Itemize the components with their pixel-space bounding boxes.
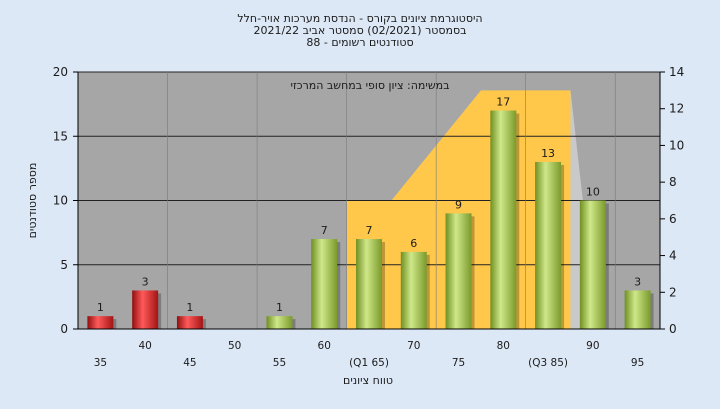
- y-left-tick-label: 20: [53, 65, 68, 79]
- y-left-tick-label: 10: [53, 194, 68, 208]
- y-left-tick-label: 0: [60, 322, 68, 336]
- axes: 0 5 10 15 20 0 2 4 6 8 10 12 14 35 40 45 50 55 60 (Q1 65) 70…: [53, 65, 685, 369]
- chart-title-line: סטודנטים רשומים - 88: [306, 36, 413, 49]
- y-right-tick-label: 12: [669, 102, 684, 116]
- x-tick-label: 50: [228, 340, 241, 352]
- chart-title-line: היסטוגרמת ציונים בקורס - הנדסת מערכות או…: [237, 12, 482, 25]
- bar-value-label: 6: [410, 237, 417, 250]
- x-tick-label: 90: [586, 340, 599, 352]
- bar-value-label: 3: [634, 275, 641, 288]
- bar-value-label: 1: [186, 301, 193, 314]
- bar: [87, 316, 114, 329]
- x-tick-label: 55: [273, 357, 286, 369]
- bar-value-label: 10: [586, 186, 600, 199]
- bar: [400, 251, 427, 329]
- y-right-tick-label: 6: [669, 212, 677, 226]
- y-left-tick-label: 5: [60, 258, 68, 272]
- y-right-tick-label: 10: [669, 138, 684, 152]
- x-tick-label: 40: [138, 340, 151, 352]
- x-tick-label: 75: [452, 357, 465, 369]
- bar: [311, 239, 338, 329]
- bar: [535, 161, 562, 329]
- x-tick-label: 45: [183, 357, 196, 369]
- bar-value-label: 1: [276, 301, 283, 314]
- bar-value-label: 7: [321, 224, 328, 237]
- bar-value-label: 1: [97, 301, 104, 314]
- bar: [266, 316, 293, 329]
- bar: [579, 200, 606, 329]
- y-right-tick-label: 8: [669, 175, 677, 189]
- bar: [356, 239, 382, 329]
- x-tick-label: (Q1 65): [349, 357, 389, 369]
- bar: [176, 316, 203, 329]
- y-axis-label: מספר סטודנטים: [26, 163, 39, 239]
- bar: [624, 290, 651, 329]
- y-right-tick-label: 4: [669, 249, 677, 263]
- y-left-tick-label: 15: [53, 129, 68, 143]
- y-right-tick-label: 2: [669, 285, 677, 299]
- bar-value-label: 7: [366, 224, 373, 237]
- x-axis-label: טווח ציונים: [343, 374, 393, 387]
- chart-annotation: במשימה: ציון סופי במחשב המרכזי: [290, 79, 449, 92]
- x-tick-label: 95: [631, 357, 644, 369]
- x-tick-label: 80: [497, 340, 510, 352]
- chart-title-line: בסמסטר (02/2021) סמסטר אביב 2021/22: [253, 24, 466, 37]
- chart-title: היסטוגרמת ציונים בקורס - הנדסת מערכות או…: [237, 12, 482, 49]
- bar-value-label: 3: [142, 275, 149, 288]
- bar-value-label: 9: [455, 198, 462, 211]
- x-tick-label: (Q3 85): [528, 357, 568, 369]
- bar-value-label: 17: [496, 96, 510, 109]
- bar-value-label: 13: [541, 147, 555, 160]
- bar: [445, 213, 472, 329]
- x-tick-label: 60: [318, 340, 331, 352]
- bar: [490, 110, 517, 329]
- y-right-tick-label: 0: [669, 322, 677, 336]
- x-tick-label: 70: [407, 340, 420, 352]
- bar: [132, 290, 159, 329]
- y-right-tick-label: 14: [669, 65, 684, 79]
- x-tick-label: 35: [94, 357, 107, 369]
